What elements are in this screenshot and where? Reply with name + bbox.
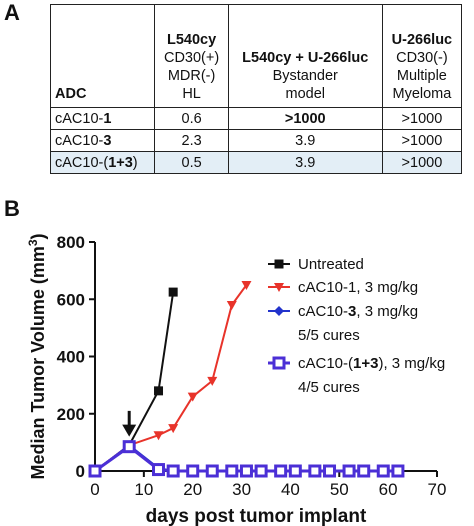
- table-header-row: ADC L540cy CD30(+) MDR(-) HL L540cy + U-…: [49, 4, 463, 108]
- x-tick-label: 20: [183, 480, 202, 499]
- header-col-3-line: Multiple: [396, 68, 447, 84]
- x-tick-label: 30: [232, 480, 251, 499]
- data-point: [152, 463, 166, 477]
- row-adc-name: cAC10-(1+3): [49, 151, 156, 174]
- header-col-1-line: CD30(+): [163, 50, 220, 66]
- header-col-2-line: model: [285, 86, 325, 102]
- x-tick-label: 0: [90, 480, 99, 499]
- legend-marker: [272, 356, 286, 370]
- y-tick-label: 0: [76, 462, 85, 481]
- adc-table: ADC L540cy CD30(+) MDR(-) HL L540cy + U-…: [49, 4, 463, 174]
- header-col-1: L540cy CD30(+) MDR(-) HL: [154, 4, 229, 108]
- legend-item: cAC10-(1+3), 3 mg/kg 4/5 cures: [268, 355, 445, 396]
- data-point: [308, 464, 322, 478]
- header-col-3-line: CD30(-): [396, 50, 448, 66]
- table-cell: 3.9: [227, 151, 383, 174]
- x-tick-label: 50: [330, 480, 349, 499]
- data-point: [205, 464, 219, 478]
- legend-label: Untreated: [298, 256, 364, 273]
- row-adc-name: cAC10-1: [49, 107, 156, 130]
- x-tick-label: 40: [281, 480, 300, 499]
- data-point: [274, 464, 288, 478]
- y-tick-label: 400: [57, 348, 85, 367]
- table-cell: >1000: [381, 151, 463, 174]
- data-point: [241, 280, 252, 290]
- legend-item: cAC10-3, 3 mg/kg 5/5 cures: [268, 303, 418, 344]
- table-cell: >1000: [381, 107, 463, 130]
- data-point: [88, 464, 102, 478]
- data-point: [323, 464, 337, 478]
- header-col-2-title: L540cy + U-266luc: [242, 50, 369, 66]
- panel-b-letter: B: [4, 196, 20, 221]
- legend-marker: [274, 259, 284, 269]
- data-point: [391, 464, 405, 478]
- legend-label: cAC10-(1+3), 3 mg/kg: [298, 355, 445, 372]
- data-point: [187, 392, 198, 402]
- data-point: [225, 464, 239, 478]
- x-axis-label: days post tumor implant: [146, 506, 367, 526]
- y-axis-label: Median Tumor Volume (mm3): [26, 233, 48, 479]
- data-point: [342, 464, 356, 478]
- header-col-3-line: Myeloma: [392, 86, 452, 102]
- data-point: [168, 287, 178, 297]
- table-row: cAC10-3 2.3 3.9 >1000: [49, 129, 463, 152]
- data-point: [122, 440, 136, 454]
- data-point: [254, 464, 268, 478]
- legend-note: 5/5 cures: [298, 327, 360, 344]
- header-col-3-title: U-266luc: [391, 32, 453, 48]
- header-col-2: L540cy + U-266luc Bystander model: [227, 4, 383, 108]
- header-col-2-line: Bystander: [272, 68, 338, 84]
- table-cell: 0.5: [154, 151, 229, 174]
- data-point: [186, 464, 200, 478]
- legend-note: 4/5 cures: [298, 379, 360, 396]
- legend-label: cAC10-3, 3 mg/kg: [298, 303, 418, 320]
- legend-label: cAC10-1, 3 mg/kg: [298, 279, 418, 296]
- y-tick-label: 200: [57, 405, 85, 424]
- y-tick-label: 600: [57, 290, 85, 309]
- header-col-1-line: HL: [182, 86, 201, 102]
- header-adc: ADC: [49, 4, 156, 108]
- data-point: [168, 424, 179, 434]
- legend-item: Untreated: [268, 256, 364, 273]
- data-point: [288, 464, 302, 478]
- x-tick-label: 60: [379, 480, 398, 499]
- x-tick-label: 10: [134, 480, 153, 499]
- data-point: [153, 431, 164, 441]
- data-point: [154, 386, 164, 396]
- table-row: cAC10-(1+3) 0.5 3.9 >1000: [49, 151, 463, 174]
- y-tick-label: 800: [57, 233, 85, 252]
- legend-marker: [274, 283, 284, 292]
- data-point: [357, 464, 371, 478]
- legend-marker: [274, 306, 284, 316]
- annotation-arrow-head: [122, 424, 137, 437]
- data-point: [376, 464, 390, 478]
- x-tick-label: 70: [428, 480, 447, 499]
- data-point: [226, 300, 237, 310]
- legend-item: cAC10-1, 3 mg/kg: [268, 279, 418, 296]
- data-point: [239, 464, 253, 478]
- header-col-1-line: MDR(-): [167, 68, 216, 84]
- panel-a-letter: A: [4, 0, 20, 25]
- data-point: [166, 464, 180, 478]
- header-col-1-title: L540cy: [166, 32, 217, 48]
- series-3: [88, 440, 405, 478]
- data-point: [207, 376, 218, 386]
